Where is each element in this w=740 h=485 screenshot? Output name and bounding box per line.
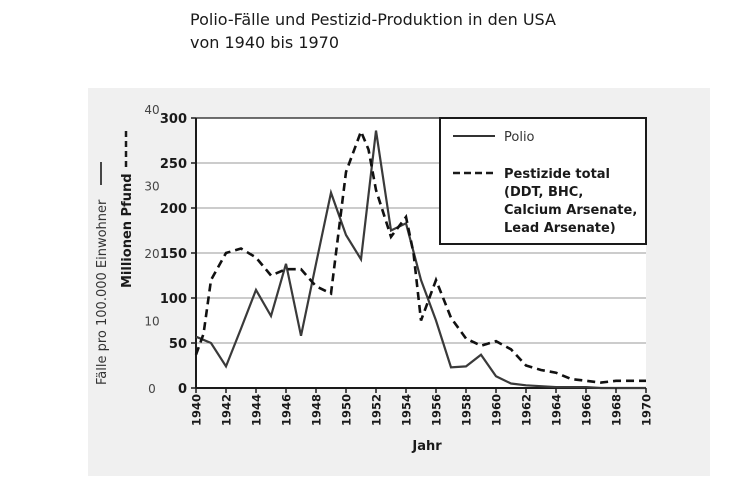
y-tick-left-20: 20 [144,247,159,261]
x-tick-1960: 1960 [490,394,504,426]
legend-label-polio: Polio [504,130,535,145]
series-line-pesticides [194,127,646,384]
x-tick-1946: 1946 [280,394,294,426]
legend-label-pesticides-line-2: (DDT, BHC, [504,185,583,200]
x-axis-label: Jahr [411,439,442,454]
y-axis-label-right: Millionen Pfund [120,173,135,288]
series-group [194,127,646,390]
x-tick-1944: 1944 [250,394,264,426]
legend-box [439,117,647,245]
legend: Polio Pestizide total (DDT, BHC, Calcium… [439,117,647,245]
x-tick-1942: 1942 [220,394,234,426]
y-tick-left-30: 30 [144,180,159,194]
legend-label-pesticides-line-1: Pestizide total [504,167,610,182]
x-tick-1966: 1966 [580,394,594,426]
y-tick-left-0: 0 [148,382,156,396]
x-tick-1962: 1962 [520,394,534,426]
x-tick-1956: 1956 [430,394,444,426]
series-line-polio [195,130,646,390]
x-tick-1948: 1948 [310,394,324,426]
y-tick-right-100: 100 [160,292,187,307]
y-tick-right-50: 50 [169,337,187,352]
y-axis-label-left: Fälle pro 100.000 Einwohner [95,199,110,385]
x-tick-1950: 1950 [340,394,354,426]
y-tick-right-300: 300 [160,112,187,127]
chart-title: Polio-Fälle und Pestizid-Produktion in d… [190,8,556,54]
x-tick-1954: 1954 [400,394,414,426]
y-tick-right-200: 200 [160,202,187,217]
x-tick-1968: 1968 [610,394,624,426]
x-tick-1970: 1970 [640,394,654,426]
y-tick-right-0: 0 [178,382,187,397]
y-tick-right-250: 250 [160,157,187,172]
legend-label-pesticides-line-4: Lead Arsenate) [504,221,616,236]
chart-title-line-1: Polio-Fälle und Pestizid-Produktion in d… [190,10,556,29]
y-tick-left-40: 40 [144,103,159,117]
y-tick-right-150: 150 [160,247,187,262]
legend-label-pesticides-line-3: Calcium Arsenate, [504,203,637,218]
y-tick-left-10: 10 [144,315,159,329]
chart-title-line-2: von 1940 bis 1970 [190,33,340,52]
x-tick-1940: 1940 [190,394,204,426]
x-tick-1958: 1958 [460,394,474,426]
x-tick-1952: 1952 [370,394,384,426]
x-tick-1964: 1964 [550,394,564,426]
tick-labels: 0 50 100 150 200 250 300 0 10 20 30 40 1940 1942 1944 1… [144,103,653,426]
